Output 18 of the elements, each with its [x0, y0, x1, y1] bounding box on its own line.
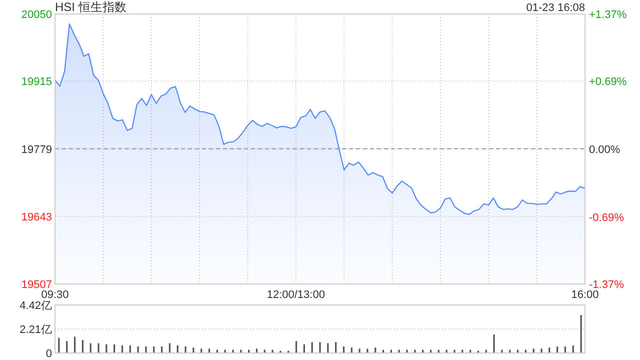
y-tick-label: 19507: [21, 279, 52, 291]
y-tick-label: 0: [46, 348, 52, 360]
x-tick-label: 16:00: [571, 289, 599, 301]
y2-tick-label: -1.37%: [589, 279, 624, 291]
y-tick-label: 2.21亿: [20, 324, 52, 336]
chart-title: HSI 恒生指数: [55, 0, 126, 14]
x-tick-label: 12:00/13:00: [266, 289, 325, 301]
y-tick-label: 19915: [21, 76, 52, 88]
x-tick-label: 09:30: [41, 289, 69, 301]
y2-tick-label: 0.00%: [589, 144, 620, 156]
y2-tick-label: -0.69%: [589, 212, 624, 224]
y2-tick-label: +0.69%: [589, 76, 627, 88]
y2-tick-label: +1.37%: [589, 9, 627, 21]
annotation: 01-23 16:08: [526, 2, 585, 14]
y-tick-label: 19779: [21, 144, 52, 156]
y-tick-label: 4.42亿: [20, 300, 52, 312]
y-tick-label: 19643: [21, 211, 52, 224]
y-tick-label: 20050: [21, 9, 52, 21]
